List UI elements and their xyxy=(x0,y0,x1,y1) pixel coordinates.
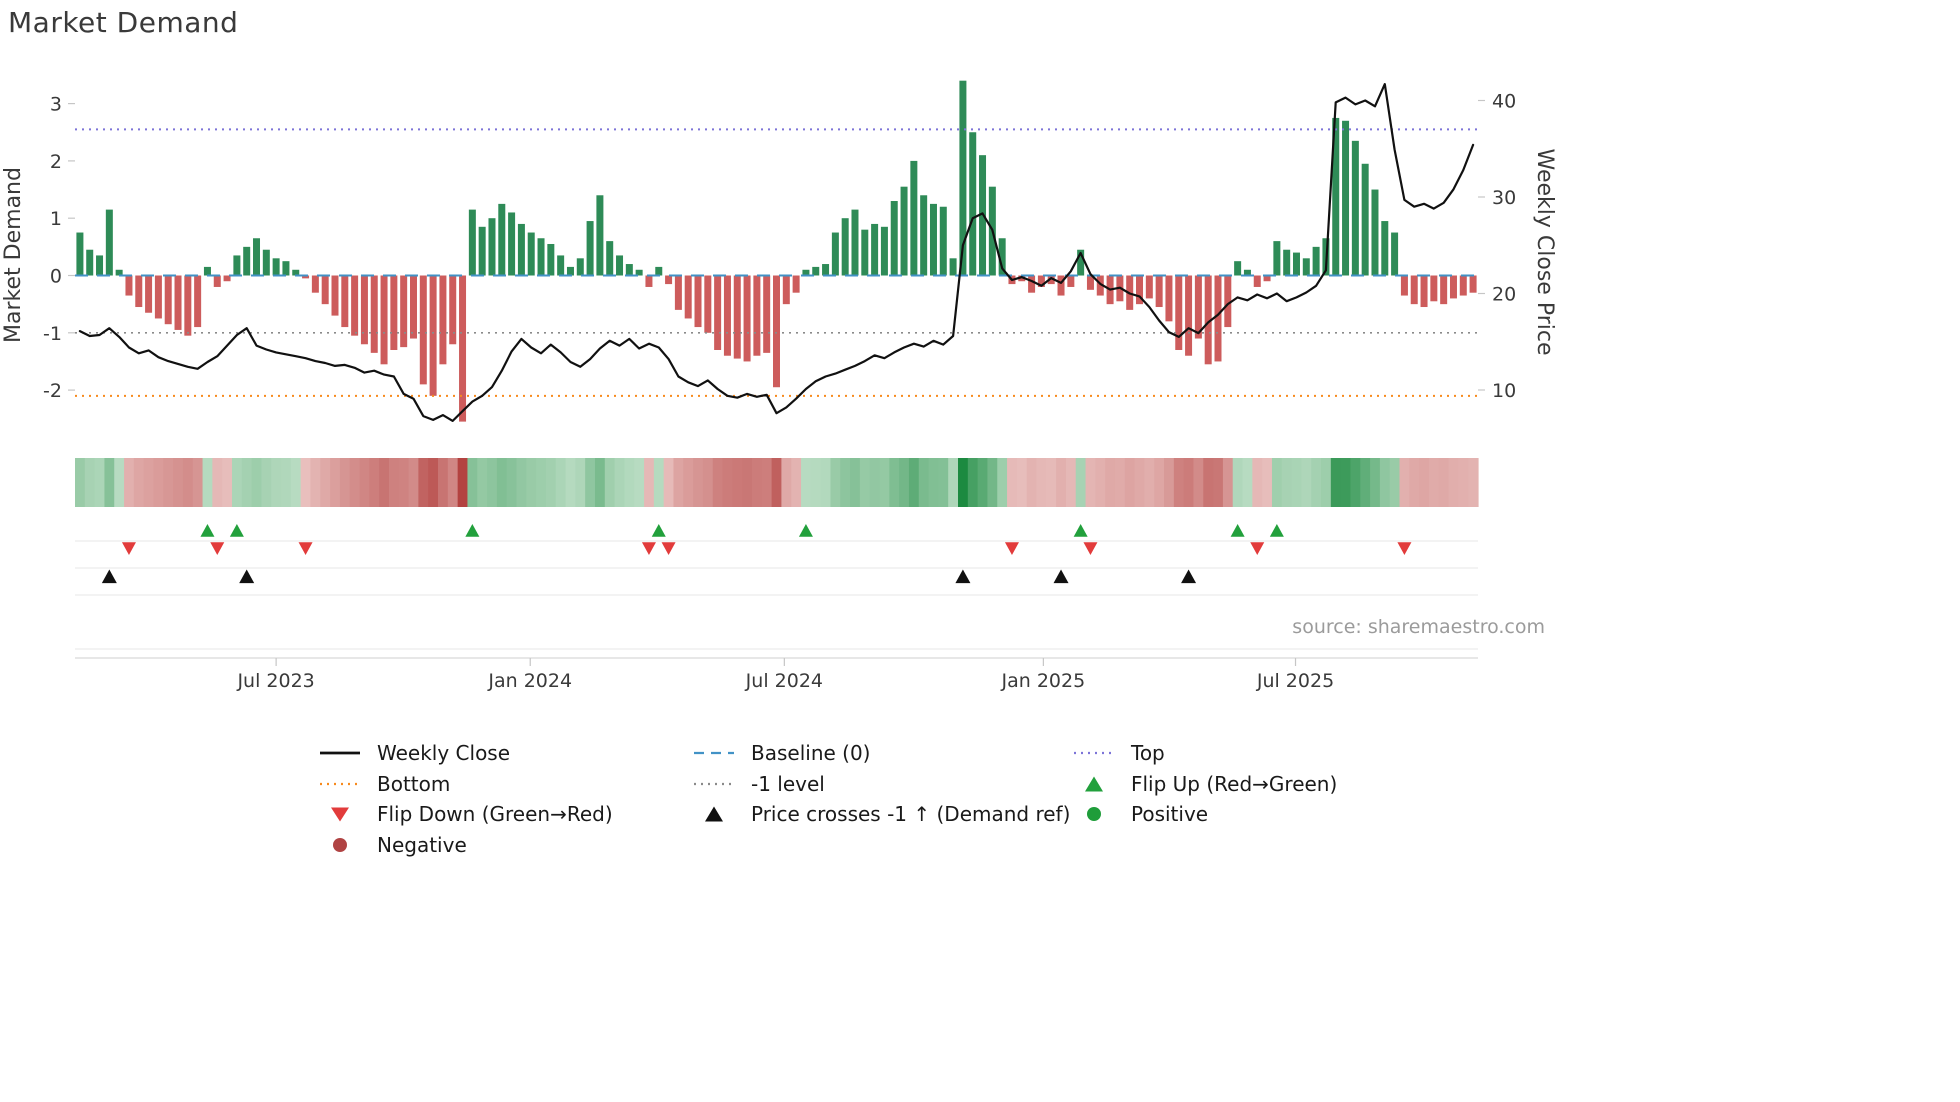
legend-item-price-cross: Price crosses -1 ↑ (Demand ref) xyxy=(692,801,1070,827)
legend-label: Negative xyxy=(377,833,467,857)
legend-item-weekly-close: Weekly Close xyxy=(318,740,510,766)
svg-text:10: 10 xyxy=(1492,380,1516,402)
legend-label: Weekly Close xyxy=(377,741,511,765)
svg-text:Jul 2024: Jul 2024 xyxy=(745,670,823,692)
legend-label: Bottom xyxy=(377,772,451,796)
legend-label: Flip Up (Red→Green) xyxy=(1131,772,1338,796)
svg-text:Weekly Close Price: Weekly Close Price xyxy=(1532,149,1557,356)
legend-item-flip-down: Flip Down (Green→Red) xyxy=(318,801,613,827)
heatmap-strip xyxy=(75,458,1479,507)
svg-text:2: 2 xyxy=(50,151,62,173)
legend-label: Top xyxy=(1131,741,1165,765)
svg-text:Jul 2025: Jul 2025 xyxy=(1256,670,1334,692)
marker-panel-gridlines xyxy=(75,540,1478,659)
legend-label: -1 level xyxy=(751,772,825,796)
legend-item-positive: Positive xyxy=(1072,801,1208,827)
svg-text:Jul 2023: Jul 2023 xyxy=(236,670,314,692)
svg-text:Jan 2024: Jan 2024 xyxy=(487,670,572,692)
source-credit: source: sharemaestro.com xyxy=(1292,616,1545,638)
minus1-dotted-line-icon xyxy=(692,774,736,794)
legend-item-top: Top xyxy=(1072,740,1165,766)
svg-text:-1: -1 xyxy=(43,323,62,345)
flip-up-triangle-icon xyxy=(1072,774,1116,794)
top-dotted-line-icon xyxy=(1072,743,1116,763)
legend-item-negative: Negative xyxy=(318,832,467,858)
svg-text:20: 20 xyxy=(1492,284,1516,306)
legend-label: Baseline (0) xyxy=(751,741,871,765)
page-title: Market Demand xyxy=(8,6,239,39)
svg-text:Jan 2025: Jan 2025 xyxy=(1001,670,1086,692)
price-cross-triangle-icon xyxy=(692,804,736,824)
svg-text:Market Demand: Market Demand xyxy=(1,167,26,343)
svg-text:3: 3 xyxy=(50,94,62,116)
svg-text:0: 0 xyxy=(50,266,62,288)
legend-label: Price crosses -1 ↑ (Demand ref) xyxy=(751,802,1071,826)
svg-text:40: 40 xyxy=(1492,91,1516,113)
baseline-dash-icon xyxy=(692,743,736,763)
weekly-close-line xyxy=(78,82,1475,422)
legend-item-minus1-level: -1 level xyxy=(692,771,825,797)
legend-label: Positive xyxy=(1131,802,1209,826)
demand-bars xyxy=(76,80,1477,422)
legend-label: Flip Down (Green→Red) xyxy=(377,802,613,826)
flip-markers xyxy=(101,524,1412,584)
svg-text:1: 1 xyxy=(50,208,62,230)
legend-item-bottom: Bottom xyxy=(318,771,450,797)
negative-dot-icon xyxy=(318,835,362,855)
legend-item-baseline: Baseline (0) xyxy=(692,740,870,766)
flip-down-triangle-icon xyxy=(318,804,362,824)
legend-item-flip-up: Flip Up (Red→Green) xyxy=(1072,771,1337,797)
svg-text:30: 30 xyxy=(1492,187,1516,209)
bottom-dotted-line-icon xyxy=(318,774,362,794)
svg-text:-2: -2 xyxy=(43,380,62,402)
weekly-close-line-icon xyxy=(318,743,362,763)
level-lines xyxy=(75,128,1478,397)
positive-dot-icon xyxy=(1072,804,1116,824)
